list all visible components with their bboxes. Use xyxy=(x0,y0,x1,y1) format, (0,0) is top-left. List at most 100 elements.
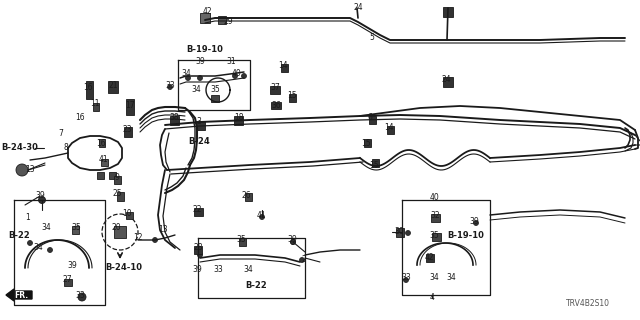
Text: 40: 40 xyxy=(232,69,242,78)
Text: 39: 39 xyxy=(67,260,77,269)
Circle shape xyxy=(78,293,86,301)
Text: 34: 34 xyxy=(33,244,43,252)
Text: B-24-10: B-24-10 xyxy=(106,263,143,273)
Bar xyxy=(193,208,202,216)
Text: 9: 9 xyxy=(115,173,120,182)
Bar xyxy=(170,116,179,124)
Text: 35: 35 xyxy=(71,223,81,233)
Text: 15: 15 xyxy=(361,139,371,148)
Text: 24: 24 xyxy=(441,76,451,84)
Bar xyxy=(364,139,371,147)
Text: 34: 34 xyxy=(191,85,201,94)
Text: 20: 20 xyxy=(111,223,121,233)
Text: 16: 16 xyxy=(96,139,106,148)
Text: 14: 14 xyxy=(278,60,288,69)
Text: B-19-10: B-19-10 xyxy=(447,230,484,239)
Text: 30: 30 xyxy=(394,228,404,236)
Bar xyxy=(289,94,296,102)
Text: 42: 42 xyxy=(424,253,434,262)
Bar xyxy=(108,81,118,93)
Text: 38: 38 xyxy=(169,114,179,123)
Circle shape xyxy=(291,239,296,244)
Bar xyxy=(211,94,219,101)
Bar xyxy=(109,172,115,179)
Bar xyxy=(99,139,105,147)
Text: 6: 6 xyxy=(367,114,372,123)
Text: 16: 16 xyxy=(83,83,93,92)
Text: 39: 39 xyxy=(195,58,205,67)
Circle shape xyxy=(16,164,28,176)
Bar xyxy=(396,228,404,236)
Text: 34: 34 xyxy=(181,69,191,78)
Circle shape xyxy=(241,74,246,78)
Text: 4: 4 xyxy=(429,293,435,302)
Text: 17: 17 xyxy=(125,100,135,109)
Circle shape xyxy=(47,247,52,252)
Bar xyxy=(113,176,120,184)
Text: 15: 15 xyxy=(369,161,379,170)
Text: 34: 34 xyxy=(243,266,253,275)
Bar xyxy=(369,116,376,124)
Text: 41: 41 xyxy=(98,156,108,164)
Text: 21: 21 xyxy=(108,81,118,90)
Bar xyxy=(64,278,72,285)
Text: 39: 39 xyxy=(192,266,202,275)
Bar xyxy=(126,99,134,115)
Text: 2: 2 xyxy=(301,255,307,265)
Text: 14: 14 xyxy=(384,124,394,132)
Text: 11: 11 xyxy=(90,99,100,108)
Bar xyxy=(72,226,79,234)
Text: 33: 33 xyxy=(75,291,85,300)
Text: 34: 34 xyxy=(41,223,51,233)
Circle shape xyxy=(232,74,237,78)
Text: 8: 8 xyxy=(63,143,68,153)
Bar xyxy=(234,116,243,124)
Bar xyxy=(443,77,453,87)
Bar xyxy=(271,101,281,108)
Circle shape xyxy=(186,76,191,81)
Bar xyxy=(218,16,226,24)
Bar xyxy=(97,172,104,179)
Text: 16: 16 xyxy=(75,114,85,123)
Text: 33: 33 xyxy=(401,274,411,283)
Text: 12: 12 xyxy=(133,234,143,243)
Text: 32: 32 xyxy=(430,211,440,220)
Circle shape xyxy=(38,196,45,204)
Circle shape xyxy=(152,237,157,243)
Bar xyxy=(114,226,126,238)
Text: 39: 39 xyxy=(287,236,297,244)
Circle shape xyxy=(406,230,410,236)
Bar xyxy=(200,13,210,23)
Text: 3: 3 xyxy=(196,117,202,126)
Circle shape xyxy=(168,84,173,90)
Text: 13: 13 xyxy=(158,226,168,235)
Bar xyxy=(371,159,378,167)
Text: 29: 29 xyxy=(223,18,233,27)
Bar xyxy=(426,254,434,262)
Bar xyxy=(431,233,440,241)
Text: 18: 18 xyxy=(234,114,244,123)
Bar xyxy=(116,191,124,201)
Text: B-19-10: B-19-10 xyxy=(187,45,223,54)
Text: 13: 13 xyxy=(25,165,35,174)
Text: 5: 5 xyxy=(369,34,374,43)
Text: 15: 15 xyxy=(287,92,297,100)
FancyArrow shape xyxy=(6,289,32,301)
Circle shape xyxy=(28,241,33,245)
Bar xyxy=(93,103,99,111)
Text: TRV4B2S10: TRV4B2S10 xyxy=(566,299,610,308)
Text: 7: 7 xyxy=(59,129,63,138)
Text: 26: 26 xyxy=(241,190,251,199)
Bar xyxy=(244,193,252,201)
Text: 25: 25 xyxy=(112,189,122,198)
Bar xyxy=(195,121,205,130)
Bar xyxy=(387,126,394,134)
Text: 34: 34 xyxy=(446,274,456,283)
Text: B-22: B-22 xyxy=(8,230,30,239)
Text: 34: 34 xyxy=(429,274,439,283)
Text: 41: 41 xyxy=(256,211,266,220)
Text: 27: 27 xyxy=(62,276,72,284)
Circle shape xyxy=(198,252,202,258)
Text: 39: 39 xyxy=(469,218,479,227)
Circle shape xyxy=(291,239,296,244)
